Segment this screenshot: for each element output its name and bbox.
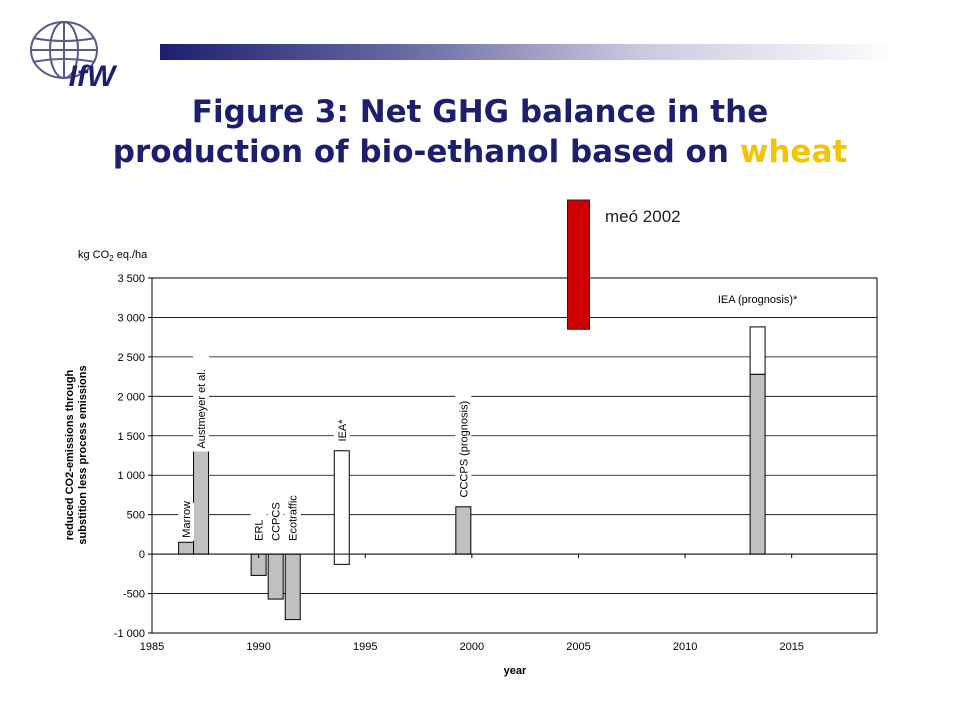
bar-label: IEA*	[337, 419, 349, 442]
title-line-1: Figure 3: Net GHG balance in the	[191, 94, 769, 130]
y-tick-label: 3 000	[117, 312, 145, 324]
bar-label: ERL	[254, 519, 266, 540]
bar-ccpcs	[267, 553, 284, 600]
bar-label: IEA (prognosis)*	[718, 294, 798, 306]
bar-label: Austmeyer et al.	[196, 369, 208, 448]
ifw-logo: IfW	[30, 21, 118, 93]
y-tick-label: 3 500	[117, 273, 145, 285]
bar-label-bg	[455, 369, 472, 501]
bar-label-bg	[284, 495, 301, 544]
page-title: Figure 3: Net GHG balance in the product…	[0, 92, 960, 172]
bar-label-bg	[250, 512, 267, 544]
x-tick-label: 2005	[566, 641, 590, 653]
y-tick-label: -1 000	[114, 628, 145, 640]
meo-2002-label: meó 2002	[605, 207, 681, 226]
x-axis-title: year	[504, 665, 527, 677]
title-line-2-text: production of bio-ethanol based on	[112, 134, 740, 170]
bar-austmeyer-et-al	[193, 449, 210, 555]
unit-label: kg CO2 eq./ha	[78, 249, 148, 263]
y-tick-label: 500	[127, 510, 145, 522]
x-tick-label: 2010	[673, 641, 697, 653]
x-tick-label: 2000	[460, 641, 484, 653]
bar-marrow	[178, 541, 195, 555]
y-axis: -1 000 -500 0 500 1 000 1 500 2 000 2 500 3 000 3…	[114, 273, 152, 640]
y-axis-title: reduced CO2-emissions throughsubstition …	[64, 365, 89, 544]
y-tick-label: 0	[139, 549, 145, 561]
plot-area	[151, 277, 878, 634]
title-line-2: production of bio-ethanol based on wheat	[0, 132, 960, 172]
x-axis: 1985 1990 1995 2000 2005 2010 2015	[140, 553, 877, 653]
bar-label: Marrow	[181, 501, 193, 538]
x-tick-label: 2015	[779, 641, 803, 653]
y-tick-label: 2 500	[117, 352, 145, 364]
bar-label: CCCPS (prognosis)	[458, 401, 470, 498]
y-tick-label: -500	[123, 589, 145, 601]
y-tick-label: 2 000	[117, 391, 145, 403]
x-tick-label: 1990	[246, 641, 270, 653]
x-tick-label: 1995	[353, 641, 377, 653]
header-bar	[160, 44, 900, 60]
bar-iea-prognosis-base	[749, 373, 766, 555]
bar-ecotraffic	[284, 553, 301, 621]
bar-label-bg	[193, 345, 210, 452]
meo-2002-bar	[566, 199, 590, 330]
bar-iea	[333, 450, 350, 565]
y-tick-label: 1 000	[117, 470, 145, 482]
logo-text: IfW	[69, 60, 118, 93]
bar-label-bg	[267, 498, 284, 544]
bar-label: Ecotraffic	[288, 495, 300, 541]
bar-iea-prognosis	[749, 326, 766, 375]
bar-label-bg	[333, 420, 350, 445]
y-tick-label: 1 500	[117, 431, 145, 443]
globe-icon	[30, 21, 98, 79]
title-highlight: wheat	[739, 134, 848, 170]
bar-label-bg	[178, 502, 195, 541]
x-tick-label: 1985	[140, 641, 164, 653]
bar-label: CCPCS	[271, 502, 283, 541]
bar-labels: Marrow Austmeyer et al. ERL CCPCS Ecotraffic…	[178, 294, 798, 544]
bars-group	[178, 326, 766, 621]
bar-cccps-prognosis	[455, 506, 472, 555]
